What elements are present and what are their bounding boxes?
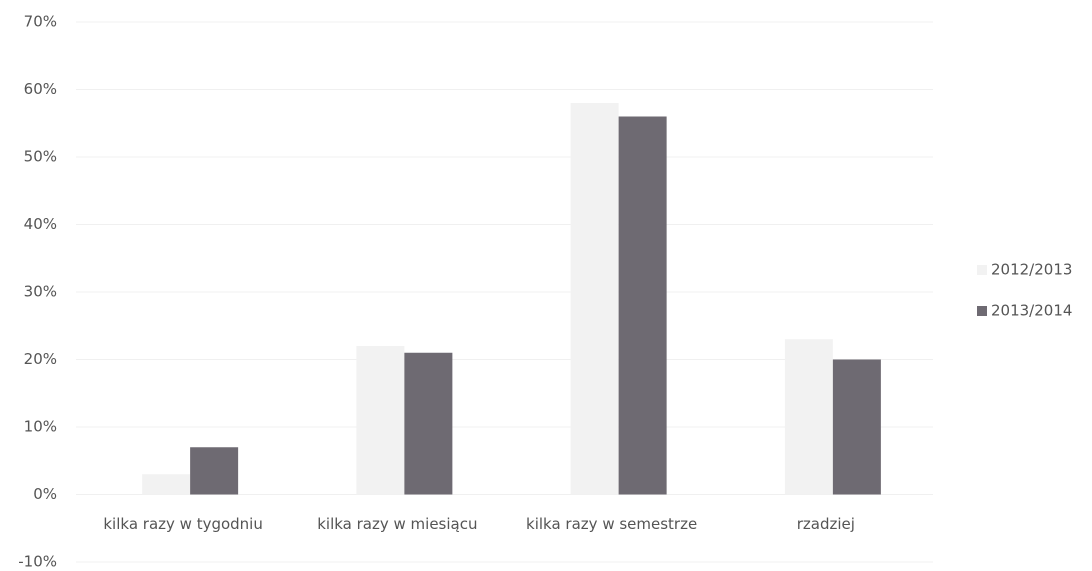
bar bbox=[404, 352, 453, 495]
bar bbox=[570, 103, 619, 495]
x-tick-label: kilka razy w tygodniu bbox=[103, 515, 262, 533]
bar bbox=[190, 447, 239, 495]
legend-label: 2012/2013 bbox=[991, 261, 1072, 279]
bar bbox=[142, 474, 191, 495]
x-tick-label: kilka razy w semestrze bbox=[526, 515, 697, 533]
y-tick-label: 50% bbox=[24, 148, 57, 166]
y-tick-label: 10% bbox=[24, 418, 57, 436]
x-tick-label: rzadziej bbox=[797, 515, 855, 533]
y-tick-label: 70% bbox=[24, 13, 57, 31]
legend-label: 2013/2014 bbox=[991, 302, 1072, 320]
legend-swatch bbox=[977, 265, 987, 275]
legend-swatch bbox=[977, 306, 987, 316]
y-tick-label: 60% bbox=[24, 80, 57, 98]
y-tick-label: 0% bbox=[33, 485, 57, 503]
y-tick-label: 40% bbox=[24, 215, 57, 233]
bar bbox=[356, 346, 405, 495]
bar bbox=[618, 116, 667, 495]
y-tick-label: 30% bbox=[24, 283, 57, 301]
bar bbox=[784, 339, 833, 495]
y-tick-label: -10% bbox=[18, 553, 57, 571]
bar bbox=[832, 359, 881, 495]
y-tick-label: 20% bbox=[24, 350, 57, 368]
x-tick-label: kilka razy w miesiącu bbox=[317, 515, 477, 533]
